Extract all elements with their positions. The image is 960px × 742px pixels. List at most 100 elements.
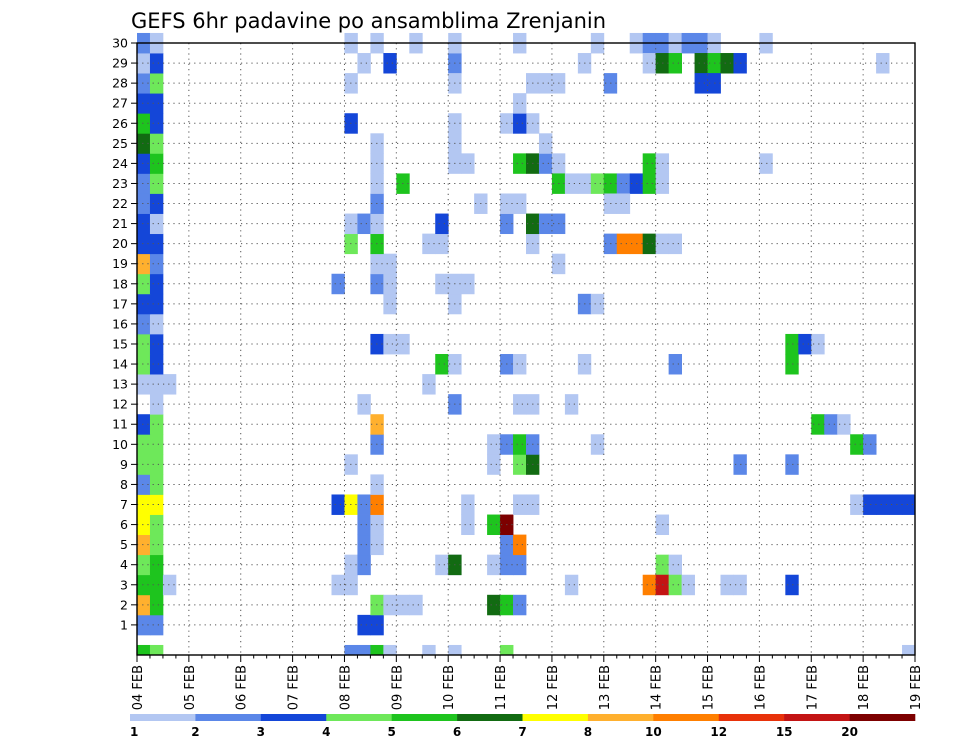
heatmap-cell [785,454,799,475]
heatmap-cell [889,494,903,515]
heatmap-cell [149,293,164,315]
y-tick-label: 6 [120,517,128,532]
heatmap-cell [137,153,151,174]
heatmap-cell [137,293,151,315]
heatmap-cell [798,333,812,355]
heatmap-cell [331,574,345,596]
heatmap-cell [149,233,164,255]
y-tick-label: 4 [120,557,128,572]
colorbar-label: 3 [257,725,265,739]
heatmap-cell [149,173,164,194]
x-tick-label: 07 FEB [287,665,302,710]
heatmap-cell [720,53,734,74]
heatmap-cell [513,494,527,515]
y-tick-label: 13 [112,377,128,392]
heatmap-cell [383,53,397,74]
heatmap-cell [435,213,449,235]
colorbar-swatch [653,714,720,721]
heatmap-cell [149,133,164,154]
colorbar-label: 8 [584,725,592,739]
heatmap-cell [137,354,151,375]
heatmap-cell [487,594,501,616]
heatmap-cell [137,73,151,94]
heatmap-cell [590,293,605,315]
heatmap-cell [383,293,397,315]
heatmap-cell [694,53,708,74]
heatmap-cell [137,594,151,616]
heatmap-cell [137,333,151,355]
heatmap-cell [137,494,151,515]
heatmap-cell [513,534,527,556]
heatmap-cell [668,354,682,375]
x-tick-label: 19 FEB [909,665,924,710]
heatmap-cell [357,213,371,235]
heatmap-cell [137,93,151,114]
grid-lines [137,42,915,655]
y-tick-label: 11 [112,417,128,432]
heatmap-cell [149,414,164,435]
heatmap-cell [513,394,527,415]
x-tick-label: 09 FEB [390,665,405,710]
colorbar-label: 15 [776,725,793,739]
heatmap-cell [137,173,151,194]
colorbar-swatch [260,714,327,721]
colorbar-swatch [195,714,262,721]
heatmap-cell [811,333,825,355]
heatmap-cell [149,394,164,415]
heatmap-cell [137,474,151,495]
y-tick-label: 12 [112,397,128,412]
heatmap-cell [137,213,151,235]
heatmap-cell [590,173,605,194]
heatmap-cell [616,193,631,214]
heatmap-cell [357,53,371,74]
colorbar-swatch [457,714,523,721]
y-tick-label: 10 [112,437,128,452]
heatmap-cell [149,434,164,455]
x-tick-label: 16 FEB [753,665,768,710]
heatmap-cell [162,374,177,395]
heatmap-cell [149,193,164,214]
heatmap-cell [902,494,916,515]
heatmap-cell [137,53,151,74]
heatmap-cell [824,414,838,435]
chart-title: GEFS 6hr padavine po ansamblima Zrenjani… [131,9,606,33]
heatmap-cell [149,354,164,375]
heatmap-cell [668,233,682,255]
heatmap-cell [149,614,164,636]
heatmap-cell [357,614,371,636]
x-tick-label: 05 FEB [183,665,198,710]
heatmap-cell [642,53,657,74]
x-tick-label: 17 FEB [805,665,820,710]
heatmap-cell [357,494,371,515]
y-tick-label: 9 [120,457,128,472]
x-tick-label: 10 FEB [442,665,457,710]
heatmap-cell [616,233,631,255]
y-tick-label: 5 [120,537,128,552]
x-tick-label: 11 FEB [494,665,509,710]
y-tick-label: 18 [112,276,128,291]
y-tick-label: 22 [112,196,128,211]
colorbar-label: 4 [322,725,330,739]
colorbar: 1 2 3 4 5 6 7 8 10 12 15 20 [130,714,916,739]
heatmap-cell [876,53,890,74]
heatmap-cell [435,273,449,295]
heatmap-cell [149,514,164,536]
y-tick-label: 3 [120,577,128,592]
heatmap-cell [487,454,501,475]
heatmap-cell [149,474,164,495]
heatmap-cell [902,644,916,656]
y-tick-label: 20 [112,236,128,251]
colorbar-swatch [130,714,196,721]
heatmap-cell [149,644,164,656]
heatmap-cell [642,173,657,194]
y-axis-ticks: 1234567891011121314151617181920212223242… [112,36,137,632]
heatmap-cell [149,494,164,515]
colorbar-swatch [718,714,785,721]
heatmap-cell [564,173,579,194]
heatmap-cell [461,153,475,174]
heatmap-cell [538,153,553,174]
heatmap-cell [461,494,475,515]
heatmap-cell [513,434,527,455]
heatmap-cell [137,534,151,556]
heatmap-cell [383,273,397,295]
